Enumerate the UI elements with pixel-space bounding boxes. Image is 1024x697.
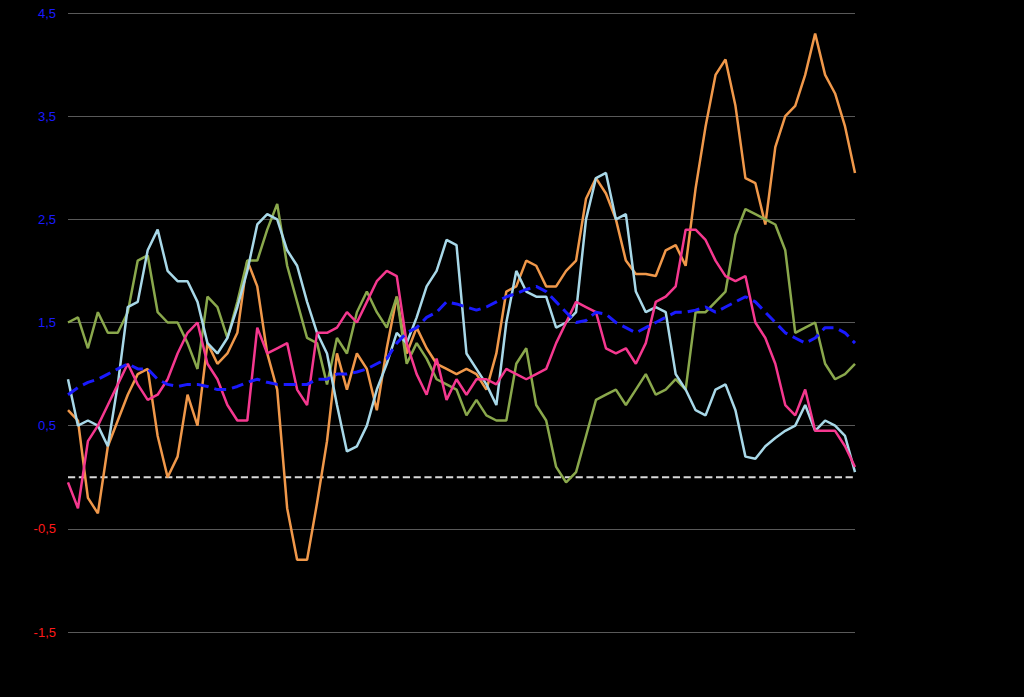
svg-text:-1,5: -1,5 (34, 625, 56, 640)
svg-text:3,5: 3,5 (38, 109, 56, 124)
svg-text:1,5: 1,5 (38, 315, 56, 330)
svg-text:2,5: 2,5 (38, 212, 56, 227)
svg-text:-0,5: -0,5 (34, 521, 56, 536)
svg-text:0,5: 0,5 (38, 418, 56, 433)
svg-text:4,5: 4,5 (38, 6, 56, 21)
